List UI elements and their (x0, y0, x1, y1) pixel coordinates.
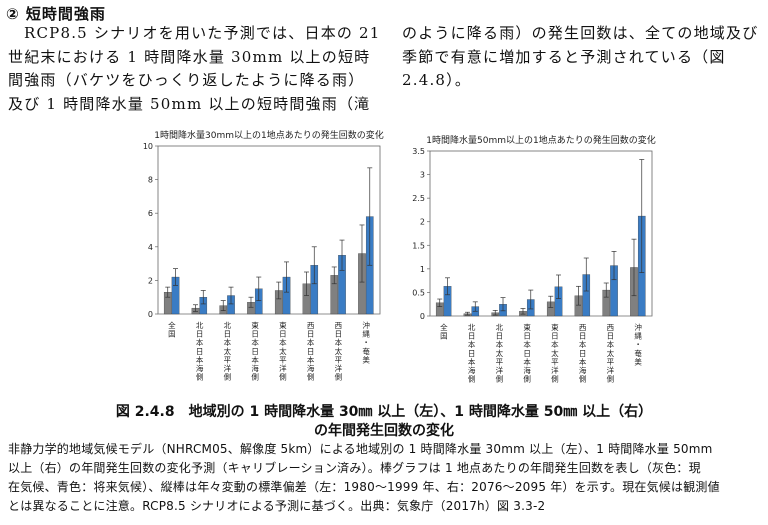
y-tick-label: 2 (148, 276, 153, 285)
y-tick-label: 0.5 (412, 288, 425, 297)
figure-caption-line1: 図 2.4.8 地域別の 1 時間降水量 30㎜ 以上（左）、1 時間降水量 5… (115, 404, 653, 420)
chart-title: 1時間降水量50mm以上の1地点あたりの発生回数の変化 (426, 135, 655, 146)
chart-30mm: 1時間降水量30mm以上の1地点あたりの発生回数の変化 0 2 4 6 8 10 全国 北日本日… (136, 129, 386, 404)
body-line: 季節で有意に増加すると予測されている（図 (402, 47, 726, 66)
category-label: 西日本日本海側 (579, 323, 587, 384)
y-tick-label: 3 (420, 171, 425, 180)
category-label: 北日本太平洋側 (496, 323, 504, 384)
category-label: 北日本日本海側 (196, 321, 204, 382)
body-line: 及び 1 時間降水量 50mm 以上の短時間強雨（滝 (8, 94, 371, 113)
y-tick-label: 4 (148, 243, 153, 252)
y-tick-label: 1.5 (412, 241, 425, 250)
note-line: とは異なることに注意。RCP8.5 シナリオによる予測に基づく。出典：気象庁（2… (8, 499, 546, 513)
category-label: 東日本日本海側 (251, 320, 259, 382)
category-label: 沖縄・奄美 (634, 322, 642, 366)
category-label: 西日本日本海側 (307, 321, 315, 382)
body-line: RCP8.5 シナリオを用いた予測では、日本の 21 (24, 24, 381, 42)
plot-frame (157, 145, 381, 315)
body-line: のように降る雨）の発生回数は、全ての地域及び (402, 24, 759, 42)
category-label: 西日本太平洋側 (607, 323, 615, 384)
category-label: 沖縄・奄美 (362, 320, 370, 364)
chart-50mm: 1時間降水量50mm以上の1地点あたりの発生回数の変化 0 0.5 1 1.5 2 2.5 3… (408, 134, 658, 404)
chart-30mm-svg: 1時間降水量30mm以上の1地点あたりの発生回数の変化 0 2 4 6 8 10 全国 北日本日… (143, 129, 384, 382)
y-tick-label: 3.5 (412, 147, 425, 156)
y-tick-label: 6 (148, 209, 153, 218)
y-tick-label: 2 (420, 218, 425, 227)
y-tick-label: 8 (148, 176, 153, 185)
category-label: 西日本太平洋側 (335, 321, 343, 382)
category-label: 北日本日本海側 (468, 323, 476, 384)
note-line: 在気候、青色：将来気候）、縦棒は年々変動の標準偏差（左：1980〜1999 年、… (8, 480, 720, 494)
category-label: 全国 (440, 322, 448, 341)
y-tick-label: 2.5 (412, 194, 425, 203)
plot-frame (429, 150, 653, 317)
y-tick-label: 0 (420, 312, 425, 321)
y-tick-label: 10 (143, 142, 153, 151)
note-line: 非静力学的地域気候モデル（NHRCM05、解像度 5km）による地域別の 1 時… (8, 442, 713, 456)
figure-note: 非静力学的地域気候モデル（NHRCM05、解像度 5km）による地域別の 1 時… (8, 440, 764, 516)
category-label: 東日本太平洋側 (279, 320, 287, 382)
note-line: 以上（右）の年間発生回数の変化予測（キャリブレーション済み）。棒グラフは 1 地… (8, 461, 701, 475)
y-tick-label: 0 (148, 310, 153, 319)
body-line: 世紀末における 1 時間降水量 30mm 以上の短時 (8, 47, 371, 66)
body-line: 間強雨（バケツをひっくり返したように降る雨） (8, 71, 365, 89)
chart-50mm-svg: 1時間降水量50mm以上の1地点あたりの発生回数の変化 0 0.5 1 1.5 2 2.5 3… (412, 134, 655, 384)
category-label: 東日本太平洋側 (551, 322, 559, 384)
y-tick-label: 1 (420, 265, 425, 274)
body-text-right-column: のように降る雨）の発生回数は、全ての地域及び 季節で有意に増加すると予測されてい… (402, 22, 764, 93)
category-label: 全国 (168, 320, 176, 339)
category-label: 東日本日本海側 (523, 322, 531, 384)
chart-title: 1時間降水量30mm以上の1地点あたりの発生回数の変化 (154, 130, 383, 141)
body-line: 2.4.8）。 (402, 71, 472, 89)
section-heading: ② 短時間強雨 (6, 5, 106, 23)
figure-caption-line2: の年間発生回数の変化 (314, 423, 454, 439)
body-text-left-column: RCP8.5 シナリオを用いた予測では、日本の 21 世紀末における 1 時間降… (8, 22, 381, 116)
category-label: 北日本太平洋側 (224, 321, 232, 382)
